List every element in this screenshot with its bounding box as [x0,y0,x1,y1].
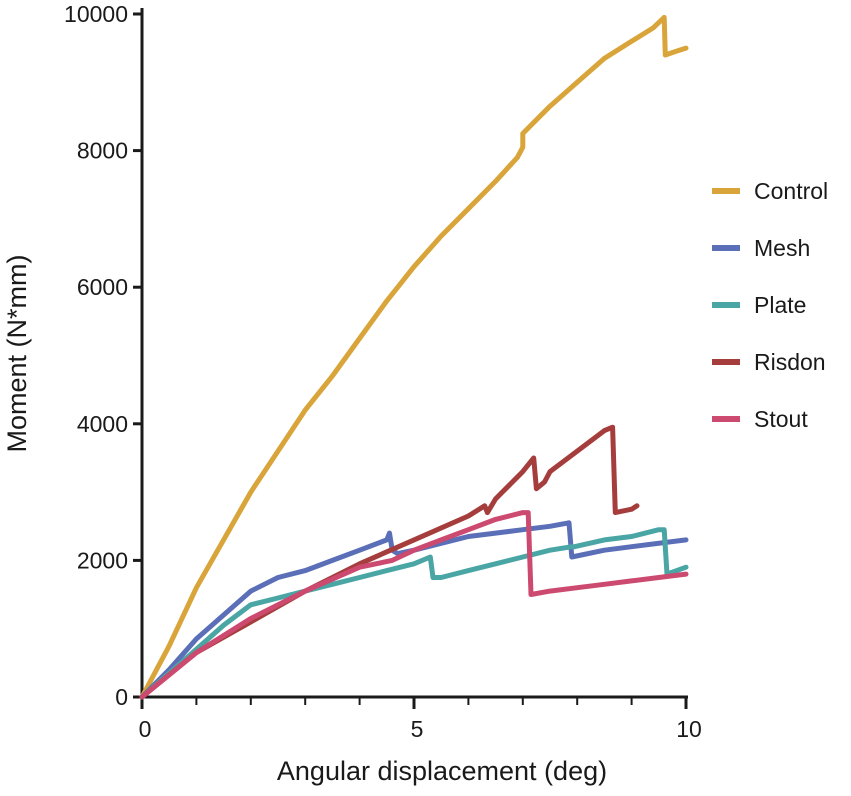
legend-label-risdon: Risdon [754,349,826,375]
legend-label-stout: Stout [754,406,808,432]
legend-label-control: Control [754,178,828,204]
y-tick-label: 0 [115,684,128,710]
y-tick-label: 2000 [77,547,128,573]
y-tick-label: 4000 [77,411,128,437]
x-tick-label: 5 [411,716,424,742]
y-tick-label: 6000 [77,274,128,300]
legend-label-plate: Plate [754,292,806,318]
y-axis-label: Moment (N*mm) [2,254,32,452]
y-ticks: 0 2000 4000 6000 8000 10000 [64,1,142,710]
x-tick-label: 0 [139,716,152,742]
series-line-plate [139,527,689,700]
y-tick-label: 10000 [64,1,128,27]
series-line-stout [139,510,689,700]
legend: Control Mesh Plate Risdon Stout [712,178,828,432]
y-tick-label: 8000 [77,138,128,164]
series-lines [139,14,689,700]
x-tick-label: 10 [676,716,702,742]
series-line-control [139,14,689,700]
legend-label-mesh: Mesh [754,235,810,261]
axes: 0 2000 4000 6000 8000 10000 0 5 10 [64,1,702,742]
x-ticks: 0 5 10 [139,697,702,742]
series-line-mesh [139,520,689,700]
x-axis-label: Angular displacement (deg) [277,756,607,786]
